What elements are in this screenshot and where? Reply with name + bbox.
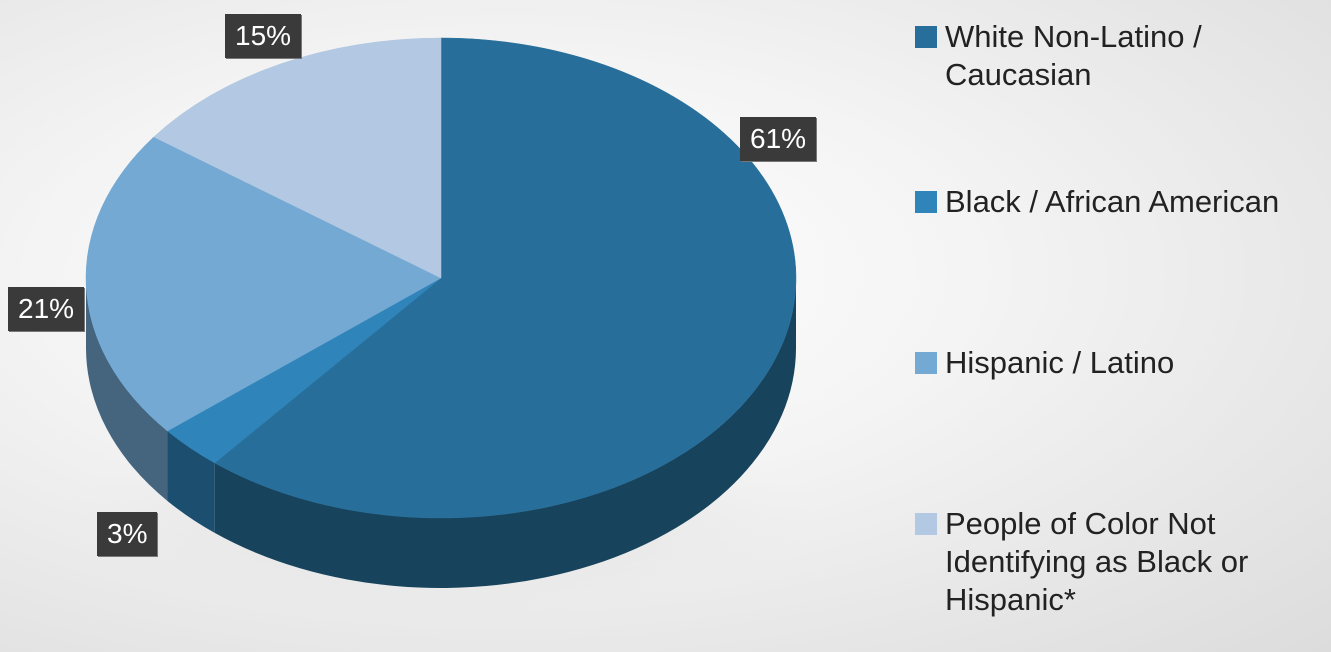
pie-side-hispanic — [86, 278, 168, 501]
pie-slice-hispanic — [85, 136, 442, 432]
pie-sides — [86, 278, 796, 588]
legend-swatch-hispanic — [915, 352, 937, 374]
legend-label-hispanic: Hispanic / Latino — [945, 345, 1175, 380]
pie-slices — [85, 37, 797, 519]
data-label-hispanic: 21% — [8, 287, 85, 331]
legend-swatch-black — [915, 191, 937, 213]
legend-item-white: White Non-Latino / Caucasian — [915, 18, 1325, 94]
legend-item-hispanic: Hispanic / Latino — [915, 344, 1325, 382]
legend-label-black: Black / African American — [945, 184, 1280, 219]
data-label-white: 61% — [740, 117, 817, 161]
legend-item-black: Black / African American — [915, 183, 1325, 221]
pie-side-black — [167, 430, 215, 533]
legend-swatch-white — [915, 26, 937, 48]
data-label-black: 3% — [97, 512, 158, 556]
legend-label-other: People of Color Not Identifying as Black… — [945, 506, 1249, 617]
pie-slice-other — [153, 37, 442, 279]
legend-swatch-other — [915, 513, 937, 535]
legend-label-white: White Non-Latino / Caucasian — [945, 19, 1202, 92]
data-label-other: 15% — [225, 14, 302, 58]
pie-side-white — [214, 278, 796, 588]
legend-item-other: People of Color Not Identifying as Black… — [915, 505, 1325, 619]
pie-slice-white — [214, 37, 797, 519]
